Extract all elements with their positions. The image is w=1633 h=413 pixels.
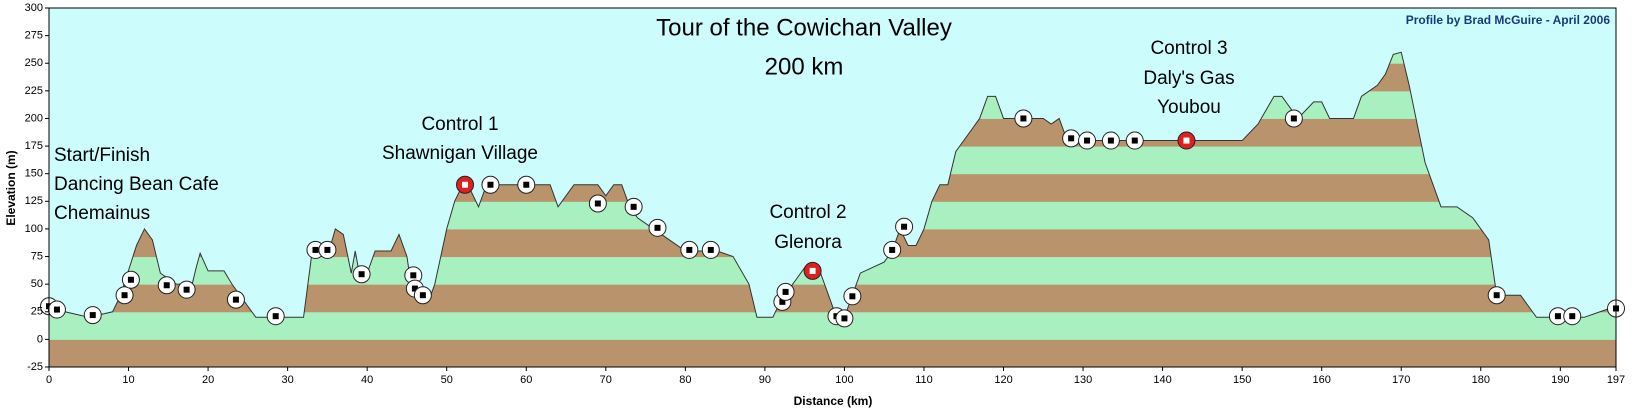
y-axis-label: Elevation (m): [4, 150, 18, 225]
waypoint-icon: [707, 246, 714, 253]
y-tick-label: 25: [31, 306, 43, 318]
waypoint-icon: [358, 271, 365, 278]
x-tick-label: 10: [122, 374, 134, 386]
waypoint-icon: [1290, 115, 1297, 122]
waypoint-icon: [183, 286, 190, 293]
waypoint-icon: [232, 296, 239, 303]
y-tick-label: 150: [25, 168, 43, 180]
waypoint-icon: [324, 246, 331, 253]
y-tick-label: 50: [31, 278, 43, 290]
y-tick-label: 75: [31, 250, 43, 262]
x-tick-label: 190: [1551, 374, 1569, 386]
x-tick-label: 110: [915, 374, 933, 386]
waypoint-icon: [1554, 313, 1561, 320]
waypoint-icon: [523, 181, 530, 188]
waypoint-icon: [779, 298, 786, 305]
waypoint-icon: [121, 292, 128, 299]
waypoint-icon: [1493, 292, 1500, 299]
annotation: Shawnigan Village: [382, 143, 538, 164]
waypoint-icon: [594, 200, 601, 207]
plot-frame: [48, 7, 1617, 368]
x-tick-label: 90: [759, 374, 771, 386]
waypoint-icon: [127, 276, 134, 283]
x-tick-label: 30: [282, 374, 294, 386]
annotation: Control 3: [1150, 38, 1227, 59]
y-tick-label: 275: [25, 30, 43, 42]
waypoint-icon: [782, 288, 789, 295]
annotation: Daly's Gas: [1143, 68, 1234, 89]
waypoint-icon: [419, 292, 426, 299]
x-tick-label: 150: [1233, 374, 1251, 386]
annotation: Control 1: [421, 114, 498, 135]
y-tick-label: 250: [25, 57, 43, 69]
y-tick-label: 100: [25, 223, 43, 235]
annotation: Start/Finish: [54, 145, 150, 166]
waypoint-icon: [809, 267, 816, 274]
waypoint-icon: [1569, 313, 1576, 320]
waypoint-icon: [654, 224, 661, 231]
waypoint-icon: [53, 306, 60, 313]
annotation: Dancing Bean Cafe: [54, 174, 219, 195]
x-tick-label: 60: [520, 374, 532, 386]
x-tick-label: 70: [600, 374, 612, 386]
waypoint-icon: [1183, 137, 1190, 144]
x-tick-label: 160: [1313, 374, 1331, 386]
x-tick-label: 20: [202, 374, 214, 386]
waypoint-icon: [1084, 137, 1091, 144]
waypoint-icon: [901, 223, 908, 230]
x-axis-label: Distance (km): [794, 394, 873, 408]
waypoint-icon: [410, 272, 417, 279]
waypoint-icon: [1020, 115, 1027, 122]
chart-subtitle: 200 km: [765, 53, 844, 80]
x-tick-label: 0: [46, 374, 52, 386]
waypoint-icon: [1107, 137, 1114, 144]
x-tick-label: 197: [1607, 374, 1625, 386]
waypoint-icon: [163, 282, 170, 289]
x-tick-label: 170: [1392, 374, 1410, 386]
waypoint-icon: [1131, 137, 1138, 144]
waypoint-icon: [889, 246, 896, 253]
x-tick-label: 180: [1472, 374, 1490, 386]
x-tick-label: 80: [679, 374, 691, 386]
waypoint-icon: [272, 313, 279, 320]
annotation: Glenora: [774, 232, 842, 253]
waypoint-icon: [630, 203, 637, 210]
y-tick-label: 0: [37, 333, 43, 345]
profile-line: [48, 51, 1617, 318]
credit: Profile by Brad McGuire - April 2006: [1406, 13, 1611, 27]
x-tick-label: 50: [441, 374, 453, 386]
annotation: Youbou: [1157, 97, 1221, 118]
waypoint-icon: [312, 246, 319, 253]
y-tick-label: -25: [27, 361, 43, 373]
y-tick-label: 225: [25, 85, 43, 97]
waypoint-icon: [487, 181, 494, 188]
waypoint-icon: [1068, 135, 1075, 142]
waypoint-icon: [849, 293, 856, 300]
x-tick-label: 130: [1074, 374, 1092, 386]
y-tick-label: 200: [25, 112, 43, 124]
waypoint-icon: [686, 246, 693, 253]
chart-title: Tour of the Cowichan Valley: [656, 14, 952, 41]
y-tick-label: 300: [25, 2, 43, 14]
waypoint-icon: [462, 181, 469, 188]
waypoint-icon: [841, 315, 848, 322]
waypoint-icon: [411, 285, 418, 292]
annotation: Control 2: [769, 202, 846, 223]
x-tick-label: 120: [994, 374, 1012, 386]
elevation-band: [49, 339, 1616, 367]
x-tick-label: 140: [1153, 374, 1171, 386]
x-tick-label: 40: [361, 374, 373, 386]
y-tick-label: 175: [25, 140, 43, 152]
y-tick-label: 125: [25, 195, 43, 207]
waypoint-icon: [89, 312, 96, 319]
x-tick-label: 100: [835, 374, 853, 386]
annotation: Chemainus: [54, 203, 150, 224]
